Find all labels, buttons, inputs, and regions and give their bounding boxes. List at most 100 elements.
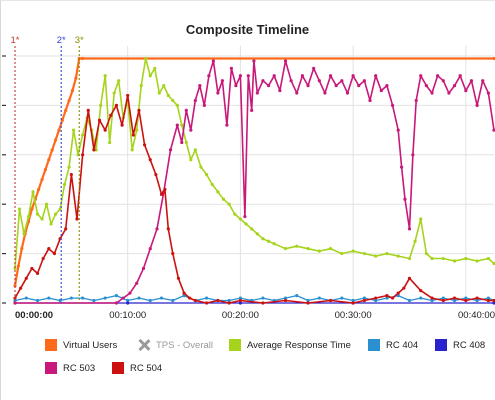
event-marker-label: 3* [75,35,84,46]
data-point-rc-504 [109,113,113,117]
data-point-rc-504 [166,227,170,231]
data-point-average-response-time [441,256,445,261]
data-point-rc-503 [374,74,378,78]
data-point-rc-504 [92,148,96,152]
data-point-average-response-time [306,247,310,251]
data-point-rc-404 [374,298,378,303]
data-point-rc-504 [69,172,73,177]
data-point-virtual-users [64,108,68,112]
data-point-virtual-users [37,187,41,191]
data-point-virtual-users [16,264,20,268]
data-point-rc-503 [238,74,243,78]
data-point-rc-504 [362,298,366,303]
legend-item-rc-404[interactable]: RC 404 [368,337,418,353]
data-point-average-response-time [374,254,378,258]
data-point-rc-504 [86,108,90,112]
data-point-rc-404 [385,296,389,300]
data-point-rc-503 [357,84,361,88]
data-point-rc-404 [205,296,209,300]
data-point-rc-503 [141,266,146,271]
data-point-rc-503 [403,197,407,201]
data-point-average-response-time [385,252,389,256]
data-point-average-response-time [40,217,44,221]
data-point-virtual-users [57,128,61,132]
data-point-rc-404 [452,298,457,303]
data-point-rc-504 [374,296,378,300]
data-point-rc-503 [464,88,468,93]
data-point-rc-503 [295,91,299,95]
data-point-average-response-time [139,84,143,88]
data-point-rc-503 [475,103,479,107]
data-point-average-response-time [199,165,203,169]
data-point-rc-503 [135,281,139,285]
data-point-rc-503 [252,59,256,63]
data-point-rc-503 [424,84,428,88]
legend-label-rc-503: RC 503 [63,362,96,374]
data-point-rc-503 [261,79,265,83]
chart-title: Composite Timeline [185,22,310,37]
legend-label-rc-404: RC 404 [386,339,419,351]
data-point-average-response-time [238,217,243,221]
data-point-rc-503 [362,79,366,83]
data-point-average-response-time [62,182,67,187]
data-point-rc-504 [419,289,423,293]
data-point-rc-503 [229,66,233,70]
data-point-average-response-time [135,128,139,132]
legend-item-virtual-users[interactable]: Virtual Users [45,337,117,353]
data-point-average-response-time [233,212,237,216]
data-point-rc-404 [441,296,445,300]
data-point-virtual-users [30,207,34,211]
data-point-rc-404 [407,298,412,303]
data-point-rc-504 [452,296,457,300]
legend-item-average-response-time[interactable]: Average Response Time [229,337,351,353]
data-point-rc-503 [390,103,395,107]
data-point-average-response-time [413,239,417,243]
data-point-rc-404 [103,296,107,300]
data-point-rc-404 [419,296,423,300]
data-point-rc-503 [436,74,440,78]
data-point-rc-503 [220,79,224,83]
timeline-chart: 00:00:00 00:10:00 00:20:00 00:30:00 00:40:00… [2,35,495,321]
x-tick-label: 00:30:00 [335,310,372,321]
data-point-rc-503 [243,214,247,219]
data-point-rc-408 [126,301,130,305]
data-point-average-response-time [430,256,434,261]
data-point-average-response-time [175,103,179,107]
data-point-average-response-time [148,74,152,78]
legend-label-virtual-users: Virtual Users [63,339,118,351]
data-point-rc-504 [19,286,23,290]
data-point-average-response-time [162,84,166,88]
data-point-rc-504 [261,301,265,305]
data-point-average-response-time [492,261,495,266]
legend-item-rc-504[interactable]: RC 504 [112,360,162,376]
data-point-average-response-time [108,140,112,145]
data-point-rc-503 [114,301,119,305]
data-point-average-response-time [419,217,423,221]
data-point-rc-404 [295,293,299,298]
legend-label-average-response-time: Average Response Time [247,339,351,351]
data-point-virtual-users [81,56,85,61]
data-point-rc-503 [225,123,229,127]
data-point-rc-404 [317,296,321,300]
data-point-rc-504 [441,298,445,303]
data-point-rc-504 [205,301,209,305]
legend-item-rc-408[interactable]: RC 408 [435,337,485,353]
data-point-rc-503 [155,227,159,231]
chart-legend: Virtual Users TPS - Overall Average Resp… [0,330,495,400]
data-point-rc-504 [216,298,220,303]
data-point-virtual-users [492,56,495,61]
data-point-average-response-time [49,222,53,226]
data-point-rc-504 [75,217,79,221]
legend-label-rc-408: RC 408 [453,339,486,351]
data-point-rc-504 [385,293,389,298]
data-point-average-response-time [283,247,288,251]
data-point-rc-503 [385,84,389,88]
data-point-rc-404 [114,293,119,298]
data-point-rc-504 [143,143,147,147]
data-point-rc-503 [323,91,327,95]
data-point-rc-404 [351,298,355,303]
data-point-average-response-time [184,140,188,145]
legend-item-tps-overall[interactable]: TPS - Overall [138,337,213,353]
legend-item-rc-503[interactable]: RC 503 [45,360,95,376]
